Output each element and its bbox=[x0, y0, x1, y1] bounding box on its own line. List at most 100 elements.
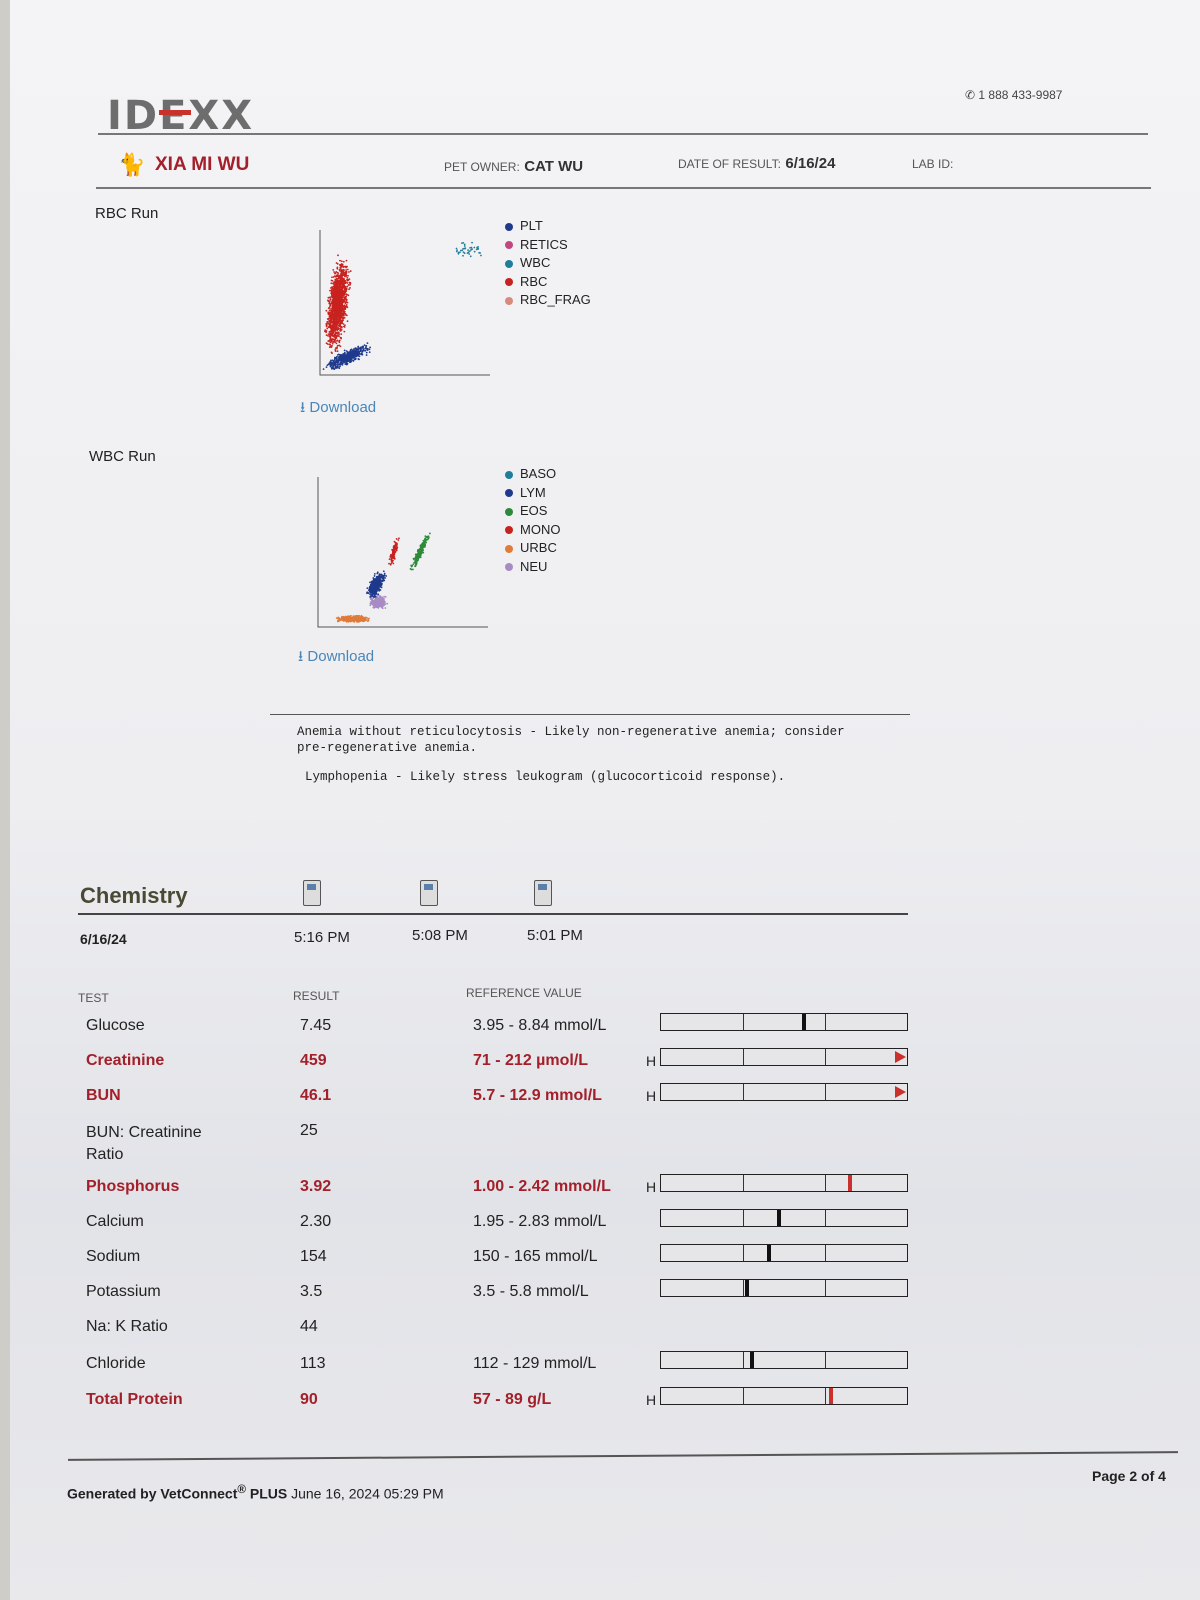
mono-cluster bbox=[388, 537, 400, 566]
reference-column-header: REFERENCE VALUE bbox=[466, 986, 582, 1000]
test-name: Calcium bbox=[86, 1213, 144, 1230]
rbc-legend: PLT RETICS WBC RBC RBC_FRAG bbox=[505, 217, 591, 310]
result-value: 7.45 bbox=[300, 1017, 332, 1034]
legend-item-baso: BASO bbox=[505, 465, 560, 484]
rbc-download-link[interactable]: ⭳ Download bbox=[300, 399, 377, 416]
lab-id-label: LAB ID: bbox=[912, 157, 954, 171]
reference-range: 1.95 - 2.83 mmol/L bbox=[473, 1213, 607, 1230]
result-marker bbox=[767, 1245, 772, 1261]
wbc-cluster bbox=[455, 241, 482, 258]
result-marker bbox=[750, 1352, 755, 1368]
legend-item-rbc_frag: RBC_FRAG bbox=[505, 291, 591, 310]
note-line: Lymphopenia - Likely stress leukogram (g… bbox=[305, 770, 786, 784]
wbc-legend: BASO LYM EOS MONO URBC NEU bbox=[505, 465, 560, 576]
legend-label: URBC bbox=[520, 540, 557, 555]
legend-swatch bbox=[505, 507, 513, 516]
analyzer-icon bbox=[303, 880, 321, 906]
legend-swatch bbox=[505, 489, 513, 498]
lym-cluster bbox=[366, 570, 388, 599]
reference-range: 71 - 212 µmol/L bbox=[473, 1052, 589, 1069]
plt-cluster bbox=[322, 342, 372, 371]
reference-range: 1.00 - 2.42 mmol/L bbox=[473, 1178, 611, 1195]
page-number: Page 2 of 4 bbox=[1092, 1468, 1166, 1484]
test-name: Phosphorus bbox=[86, 1178, 180, 1195]
chemistry-row: Glucose 7.45 3.95 - 8.84 mmol/L bbox=[80, 1013, 920, 1047]
result-value: 46.1 bbox=[300, 1087, 332, 1104]
chemistry-date: 6/16/24 bbox=[80, 931, 127, 947]
test-name: Na: K Ratio bbox=[86, 1318, 168, 1335]
chemistry-row: BUN: Creatinine Ratio 25 bbox=[80, 1122, 920, 1163]
result-value: 3.5 bbox=[300, 1283, 323, 1300]
chemistry-row: BUN 46.1 5.7 - 12.9 mmol/L H bbox=[80, 1083, 920, 1117]
plot-axes bbox=[317, 477, 488, 628]
divider bbox=[68, 1451, 1178, 1461]
wbc-download-link[interactable]: ⭳ Download bbox=[298, 648, 375, 665]
note-line: Anemia without reticulocytosis - Likely … bbox=[297, 725, 845, 739]
legend-item-mono: MONO bbox=[505, 521, 560, 540]
legend-swatch bbox=[505, 222, 513, 231]
pet-name: XIA MI WU bbox=[155, 154, 250, 175]
footer-generated: Generated by VetConnect® PLUS June 16, 2… bbox=[67, 1483, 444, 1502]
legend-swatch bbox=[505, 278, 513, 287]
result-value: 459 bbox=[300, 1052, 327, 1069]
cat-icon: 🐈 bbox=[118, 152, 146, 177]
test-name: BUN: Creatinine Ratio bbox=[86, 1124, 202, 1163]
run-time: 5:08 PM bbox=[412, 927, 468, 944]
neu-cluster bbox=[369, 594, 389, 610]
legend-item-urbc: URBC bbox=[505, 539, 560, 558]
legend-label: RBC bbox=[520, 273, 548, 289]
high-flag: H bbox=[646, 1392, 657, 1408]
reference-range: 5.7 - 12.9 mmol/L bbox=[473, 1087, 602, 1104]
legend-label: LYM bbox=[520, 484, 546, 500]
legend-swatch bbox=[505, 296, 513, 305]
divider bbox=[96, 187, 1151, 189]
chemistry-row: Total Protein 90 57 - 89 g/L H bbox=[80, 1387, 920, 1421]
range-gauge bbox=[660, 1083, 908, 1101]
above-range-arrow-icon bbox=[895, 1086, 906, 1098]
legend-item-rbc: RBC bbox=[505, 273, 591, 292]
date-label: DATE OF RESULT: bbox=[678, 157, 781, 171]
test-name: Chloride bbox=[86, 1355, 146, 1372]
legend-label: RETICS bbox=[520, 236, 568, 252]
test-name: Total Protein bbox=[86, 1391, 183, 1408]
legend-label: MONO bbox=[520, 521, 561, 537]
result-value: 113 bbox=[300, 1355, 326, 1372]
high-flag: H bbox=[646, 1053, 657, 1069]
range-gauge bbox=[660, 1013, 908, 1031]
reference-range: 3.5 - 5.8 mmol/L bbox=[473, 1283, 589, 1300]
legend-label: WBC bbox=[520, 255, 551, 270]
chemistry-row: Phosphorus 3.92 1.00 - 2.42 mmol/L H bbox=[80, 1174, 920, 1208]
test-column-header: TEST bbox=[78, 991, 109, 1005]
chemistry-row: Sodium 154 150 - 165 mmol/L bbox=[80, 1244, 920, 1278]
legend-swatch bbox=[505, 544, 513, 553]
result-marker bbox=[848, 1175, 853, 1191]
range-gauge bbox=[660, 1244, 908, 1262]
rbc-scatter-plot bbox=[319, 230, 490, 376]
chemistry-row: Na: K Ratio 44 bbox=[80, 1318, 920, 1348]
result-value: 3.92 bbox=[300, 1178, 332, 1195]
divider bbox=[98, 133, 1148, 135]
test-name: BUN bbox=[86, 1087, 121, 1104]
legend-item-retics: RETICS bbox=[505, 236, 591, 255]
result-value: 25 bbox=[300, 1122, 318, 1139]
legend-item-eos: EOS bbox=[505, 502, 560, 521]
note-line: pre-regenerative anemia. bbox=[297, 741, 478, 755]
pet-owner-label: PET OWNER: bbox=[444, 160, 520, 174]
legend-label: NEU bbox=[520, 558, 548, 574]
reference-range: 112 - 129 mmol/L bbox=[473, 1355, 597, 1372]
result-marker bbox=[801, 1014, 806, 1030]
run-time: 5:16 PM bbox=[294, 929, 350, 946]
result-marker bbox=[828, 1388, 833, 1404]
reference-range: 57 - 89 g/L bbox=[473, 1391, 552, 1408]
legend-item-plt: PLT bbox=[505, 217, 591, 236]
test-name: Sodium bbox=[86, 1248, 141, 1265]
legend-label: PLT bbox=[520, 218, 543, 233]
above-range-arrow-icon bbox=[895, 1051, 906, 1063]
rbc-cluster bbox=[324, 254, 352, 355]
test-name: Creatinine bbox=[86, 1052, 165, 1069]
result-value: 2.30 bbox=[300, 1213, 332, 1230]
range-gauge bbox=[660, 1174, 908, 1192]
interpretation-notes: Anemia without reticulocytosis - Likely … bbox=[297, 724, 845, 785]
range-gauge bbox=[660, 1209, 908, 1227]
range-gauge bbox=[660, 1279, 908, 1297]
